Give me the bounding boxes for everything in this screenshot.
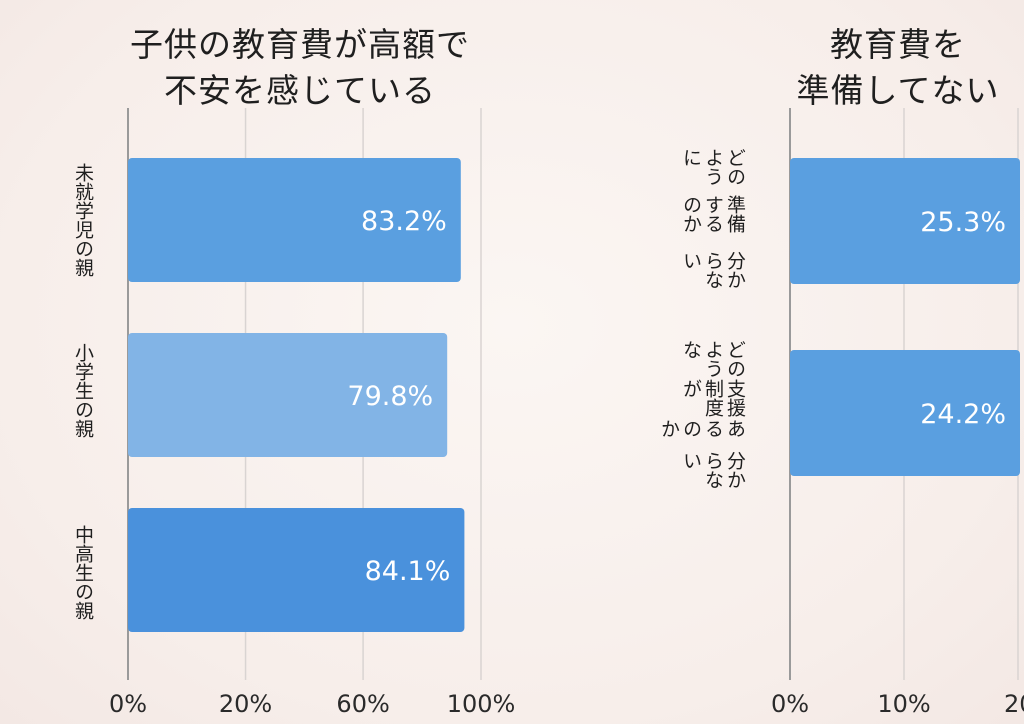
right-cat2-line-1: どのような <box>680 340 746 378</box>
right-cat2-line-4: 分からない <box>680 450 746 489</box>
left-chart: 子供の教育費が高額で 不安を感じている 未就学児の親 小学生の親 中高生の親 8… <box>72 22 516 718</box>
right-chart-plot: 25.3% 24.2% 0% 10% 20 <box>771 108 1024 718</box>
left-category-label-2: 小学生の親 <box>72 342 94 438</box>
left-bar-1 <box>128 158 461 282</box>
left-tick-label-1: 0% <box>109 690 147 718</box>
left-bar-3 <box>128 508 465 632</box>
left-chart-plot: 83.2% 79.8% 84.1% 0% 20% 60% 100% <box>109 108 516 718</box>
left-value-label-2: 79.8% <box>347 381 433 412</box>
left-tick-label-4: 100% <box>447 690 516 718</box>
right-tick-label-3: 20 <box>1004 690 1024 718</box>
right-value-label-1: 25.3% <box>920 207 1006 238</box>
left-tick-label-3: 60% <box>336 690 389 718</box>
left-tick-label-2: 20% <box>219 690 272 718</box>
left-bar-2 <box>128 333 448 457</box>
left-title-line-1: 子供の教育費が高額で <box>130 25 470 64</box>
right-cat1-line-3: 分からない <box>680 251 746 290</box>
left-value-label-3: 84.1% <box>365 556 451 587</box>
left-title-line-2: 不安を感じている <box>164 71 436 110</box>
right-cat1-line-1: どのように <box>680 148 746 186</box>
right-category-label-2: どのような 支援制度が あるのか 分からない <box>658 340 746 490</box>
left-value-label-1: 83.2% <box>361 206 447 237</box>
right-cat2-line-3: あるのか <box>658 418 746 438</box>
right-tick-label-1: 0% <box>771 690 809 718</box>
right-cat1-line-2: 準備するのか <box>680 194 746 233</box>
right-category-label-1: どのように 準備するのか 分からない <box>680 148 746 298</box>
left-chart-title: 子供の教育費が高額で 不安を感じている <box>110 22 490 114</box>
right-title-line-2: 準備してない <box>796 71 1000 110</box>
right-tick-label-2: 10% <box>877 690 930 718</box>
right-chart: 教育費を 準備してない どのように 準備するのか 分からない どのような 支援制… <box>600 0 1024 724</box>
left-category-label-1: 未就学児の親 <box>72 163 94 277</box>
right-cat2-line-2: 支援制度が <box>680 379 746 418</box>
left-category-label-3: 中高生の親 <box>72 524 94 620</box>
right-chart-title: 教育費を 準備してない <box>778 22 1018 114</box>
right-bar-1 <box>790 158 1020 284</box>
right-value-label-2: 24.2% <box>920 399 1006 430</box>
right-bar-2 <box>790 350 1020 476</box>
right-title-line-1: 教育費を <box>830 25 966 64</box>
